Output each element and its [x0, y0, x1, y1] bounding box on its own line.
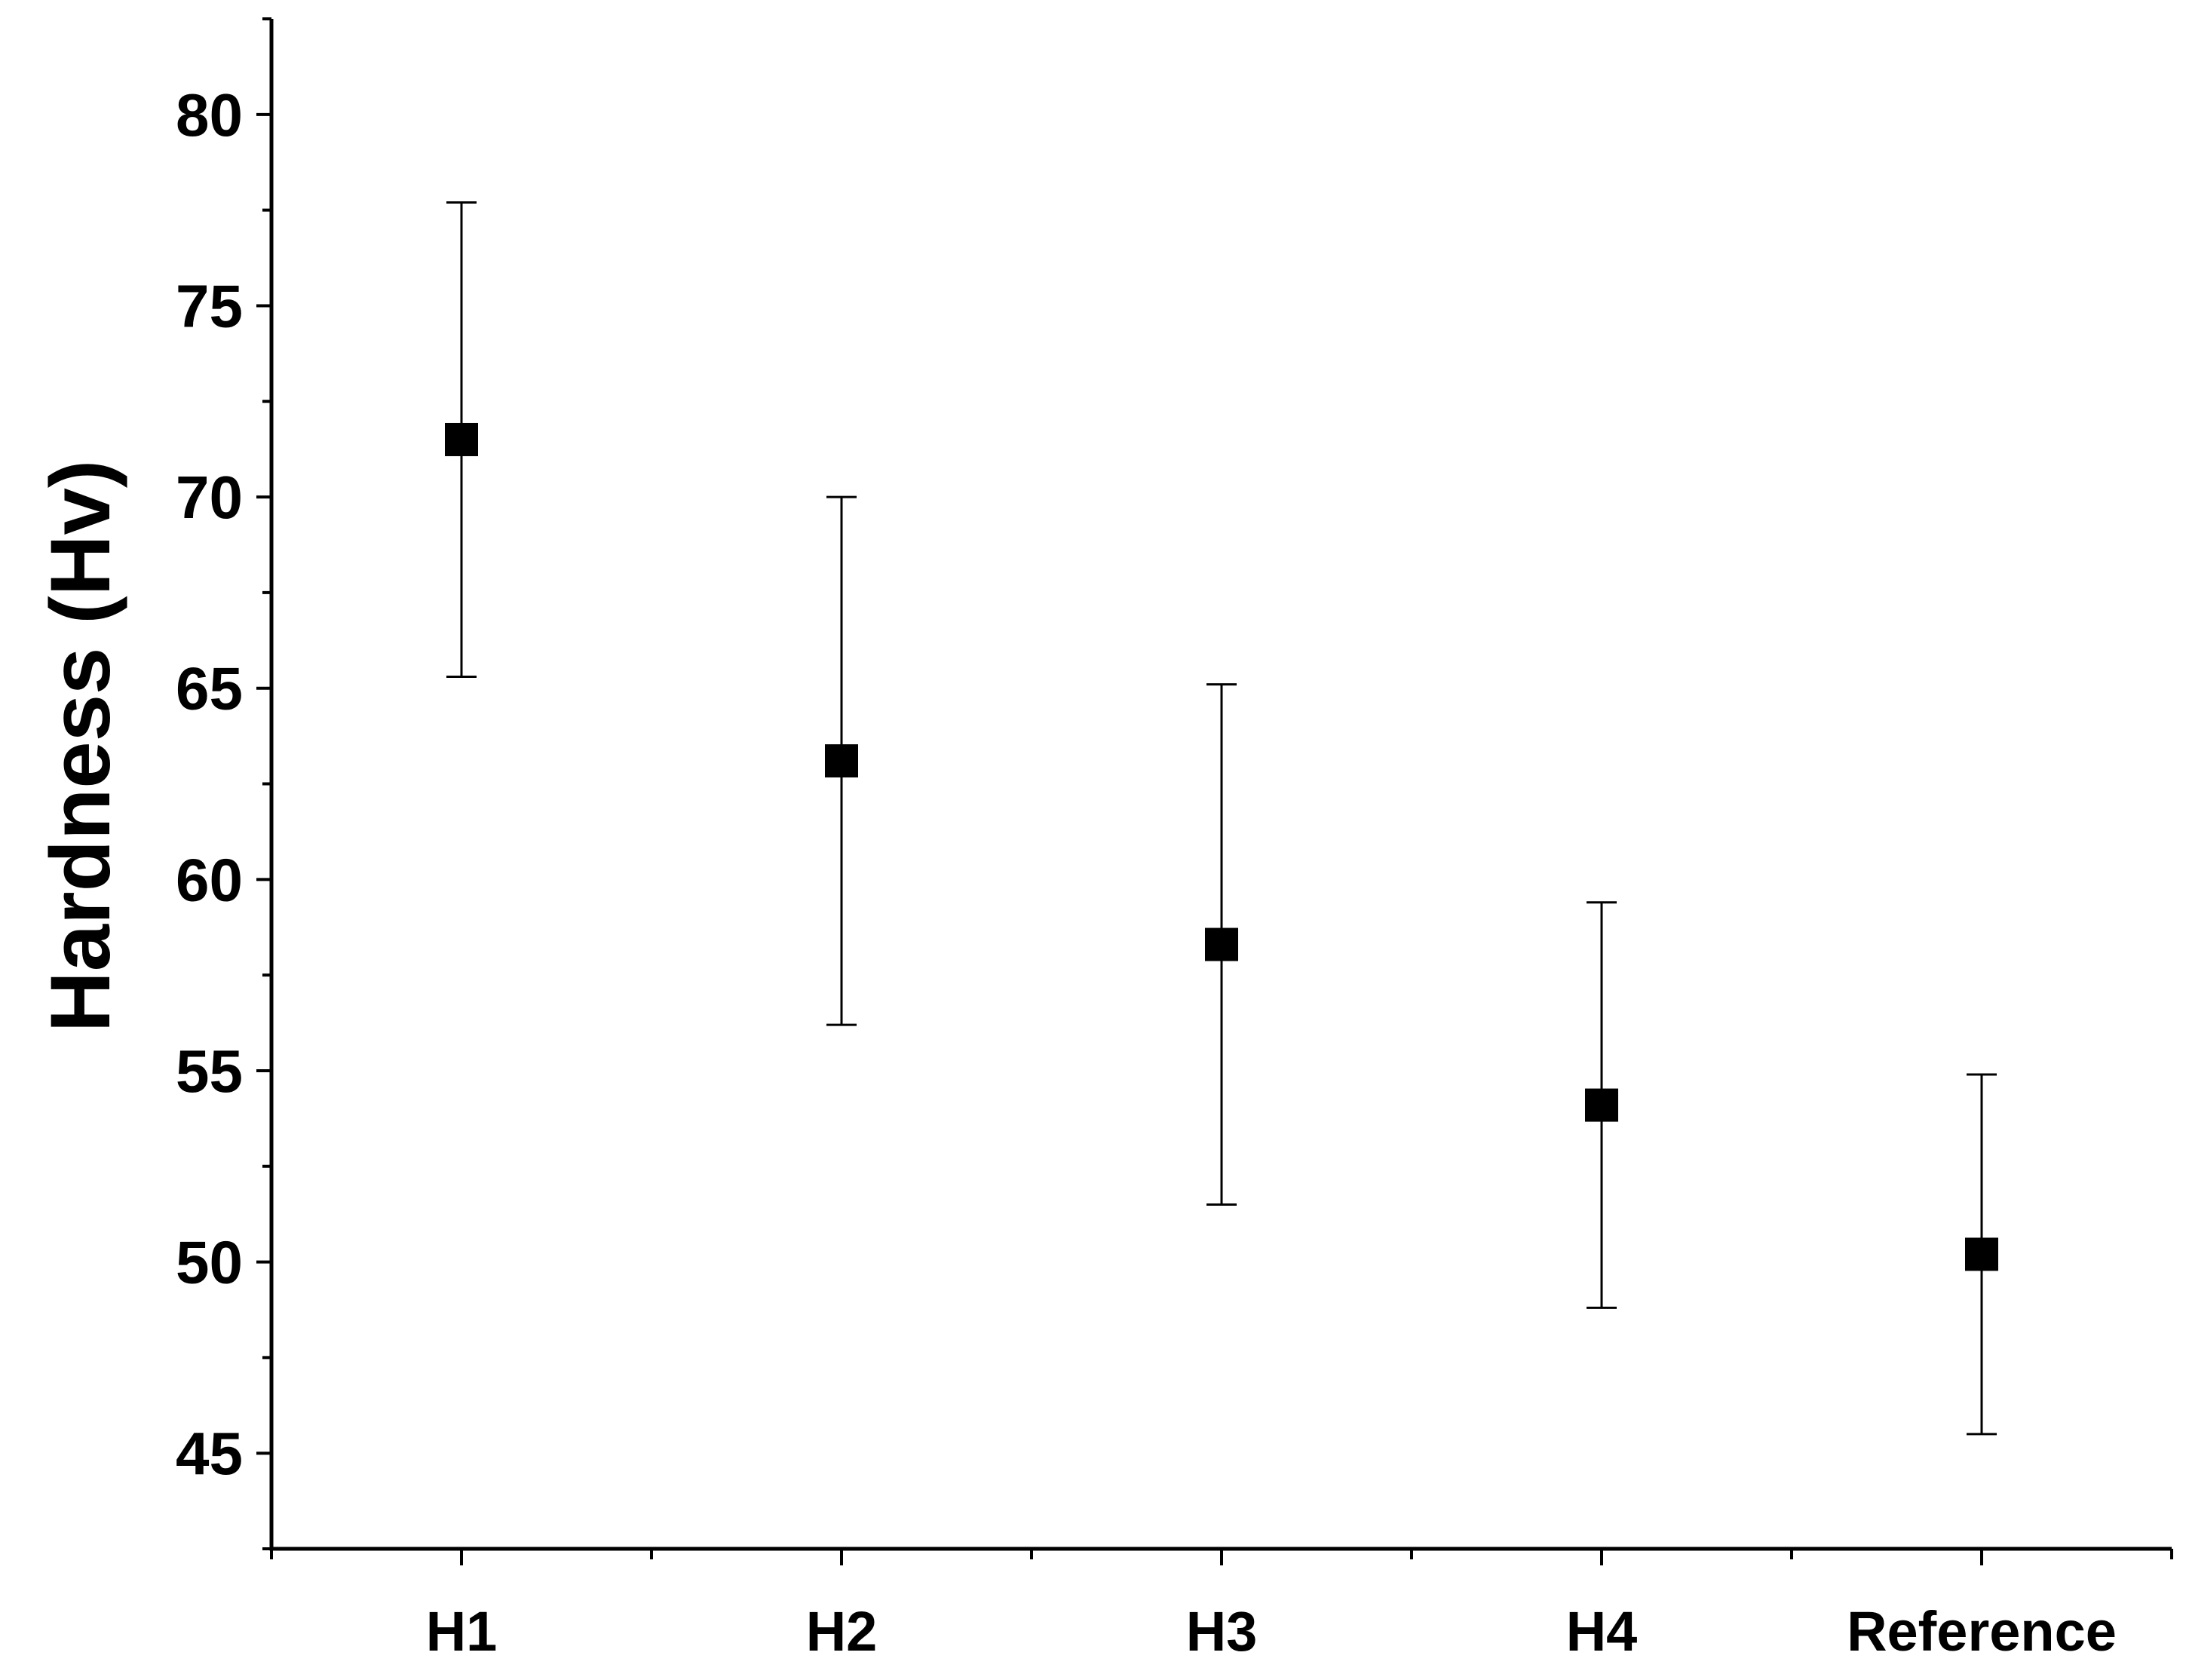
x-tick-label: H1 — [426, 1600, 498, 1663]
data-point-square — [1585, 1088, 1618, 1122]
data-point-square — [445, 422, 478, 456]
y-tick-label: 45 — [176, 1420, 243, 1487]
data-point-square — [1205, 927, 1238, 961]
data-point-square — [825, 744, 858, 778]
y-tick-label: 55 — [176, 1038, 243, 1105]
x-tick-label: Reference — [1847, 1600, 2117, 1663]
y-tick-label: 65 — [176, 655, 243, 722]
data-point-square — [1965, 1237, 1998, 1271]
y-tick-label: 80 — [176, 81, 243, 149]
y-axis: 45 50 55 60 65 70 75 80 — [176, 17, 274, 1550]
x-tick-label: H2 — [806, 1600, 878, 1663]
y-tick-label: 60 — [176, 846, 243, 913]
y-axis-title: Hardness (Hv) — [33, 460, 127, 1032]
y-tick-label: 50 — [176, 1229, 243, 1296]
x-axis: H1 H2 H3 H4 Reference — [269, 1547, 2173, 1663]
y-tick-label: 70 — [176, 464, 243, 531]
x-tick-label: H4 — [1566, 1600, 1638, 1663]
x-tick-label: H3 — [1186, 1600, 1258, 1663]
error-bars — [446, 201, 1997, 1436]
data-points — [445, 422, 1998, 1271]
y-tick-label: 75 — [176, 272, 243, 339]
